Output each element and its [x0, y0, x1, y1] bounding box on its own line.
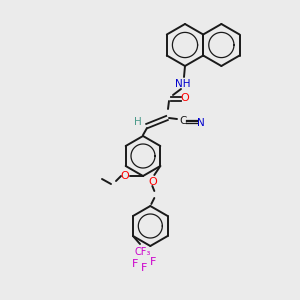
Text: C: C	[179, 116, 187, 126]
Text: F: F	[150, 257, 156, 267]
Text: CF₃: CF₃	[135, 247, 151, 257]
Text: N: N	[197, 118, 205, 128]
Text: O: O	[181, 93, 189, 103]
Text: F: F	[141, 263, 147, 273]
Text: NH: NH	[175, 79, 191, 89]
Text: O: O	[121, 171, 129, 181]
Text: O: O	[148, 177, 157, 187]
Text: F: F	[132, 259, 138, 269]
Text: H: H	[134, 117, 142, 127]
